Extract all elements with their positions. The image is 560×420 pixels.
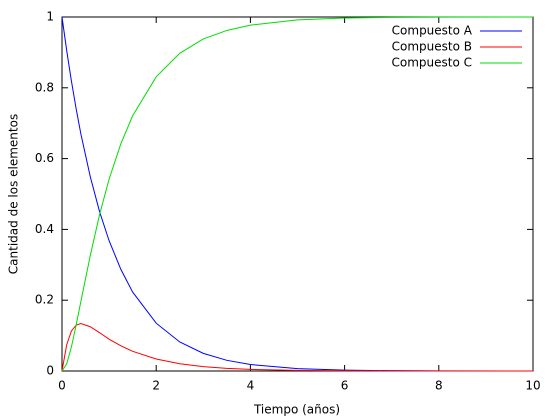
series-line [61,16,534,372]
y-tick-label: 0.6 [35,151,54,165]
legend-label: Compuesto C [391,56,472,70]
x-tick-label: 2 [152,379,160,393]
x-tick-label: 0 [58,379,66,393]
y-tick-label: 0.8 [35,80,54,94]
series-line [61,323,534,372]
x-axis-label: Tiempo (años) [253,403,340,417]
legend-label: Compuesto A [392,24,473,38]
x-tick-label: 6 [341,379,349,393]
series-line [61,16,534,372]
y-tick-label: 0 [46,364,54,378]
y-tick-label: 0.4 [35,222,54,236]
y-tick-label: 0.2 [35,293,54,307]
y-axis-label: Cantidad de los elementos [7,114,21,274]
x-tick-label: 8 [435,379,443,393]
y-tick-label: 1 [46,10,54,24]
x-tick-label: 4 [247,379,255,393]
x-tick-label: 10 [525,379,540,393]
plot-frame [61,16,534,372]
legend-label: Compuesto B [392,40,472,54]
